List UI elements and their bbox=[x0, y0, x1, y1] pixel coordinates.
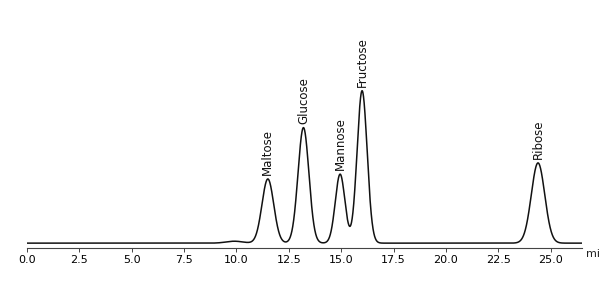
Text: Glucose: Glucose bbox=[297, 77, 310, 124]
Text: min: min bbox=[586, 249, 600, 259]
Text: Mannose: Mannose bbox=[334, 117, 347, 170]
Text: Fructose: Fructose bbox=[356, 37, 368, 87]
Text: Sugar Separation by Ligand Exchange Chromatography: Sugar Separation by Ligand Exchange Chro… bbox=[9, 19, 511, 34]
Text: Ribose: Ribose bbox=[532, 119, 545, 159]
Text: Maltose: Maltose bbox=[262, 129, 274, 175]
